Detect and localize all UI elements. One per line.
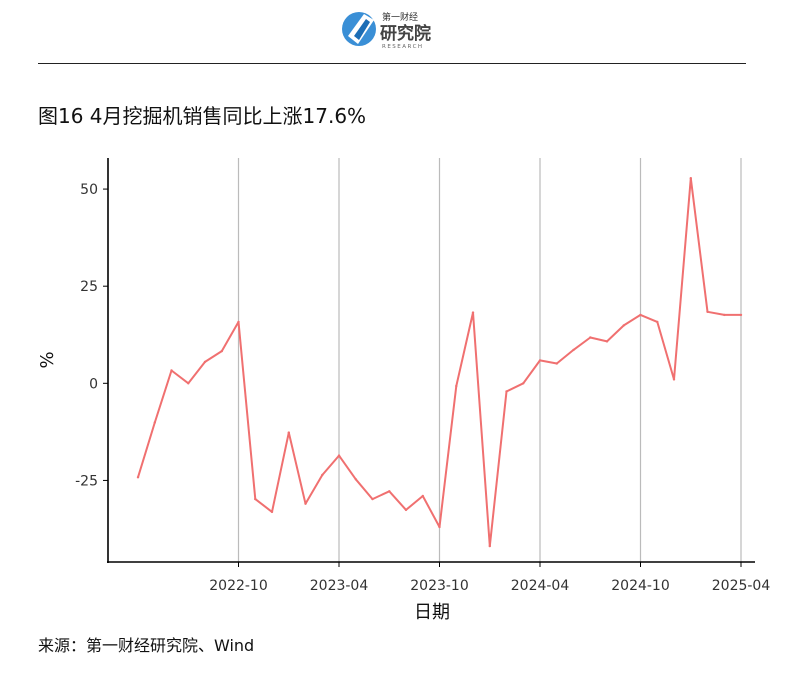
data-point-2024-08	[605, 340, 609, 343]
data-point-2024-03	[522, 382, 525, 385]
data-point-2023-11	[455, 384, 458, 388]
x-tick-label: 2022-10	[209, 578, 268, 594]
y-axis-ticks: 50 25 0 -25	[75, 182, 108, 489]
data-point-2024-07	[589, 336, 592, 339]
y-tick-label: 25	[80, 279, 98, 295]
brand-logo: 第一财经 研究院 RESEARCH	[340, 6, 450, 52]
data-point-2022-12	[270, 510, 274, 514]
data-point-2023-03	[321, 473, 324, 477]
data-point-2022-05	[153, 421, 156, 424]
data-point-2024-04	[538, 359, 542, 362]
y-tick-label: 0	[89, 376, 98, 392]
series-group	[136, 177, 743, 548]
data-point-2023-07	[388, 490, 391, 493]
data-point-2024-05	[555, 362, 558, 365]
header-rule	[38, 63, 746, 64]
data-point-2024-06	[572, 348, 575, 352]
x-axis-title: 日期	[414, 602, 450, 623]
x-tick-label: 2023-04	[310, 578, 369, 594]
data-point-2024-02	[505, 390, 508, 393]
x-tick-label: 2024-04	[511, 578, 570, 594]
data-point-2023-12	[471, 311, 475, 314]
data-point-2024-01	[488, 544, 491, 548]
source-note: 来源：第一财经研究院、Wind	[38, 636, 255, 655]
data-point-2023-04	[337, 454, 341, 457]
data-point-2022-04	[136, 476, 140, 479]
x-tick-label: 2025-04	[712, 578, 771, 594]
data-point-2022-09	[220, 349, 223, 353]
data-point-2025-03	[723, 313, 726, 317]
logo-line1: 第一财经	[382, 11, 418, 23]
x-axis-ticks: 2022-10 2023-04 2023-10 2024-04 2024-10 2025-…	[209, 562, 770, 594]
grid-lines	[237, 158, 742, 562]
y-tick-label: -25	[75, 473, 98, 489]
data-point-2022-11	[254, 497, 257, 501]
data-point-2022-06	[170, 369, 173, 372]
data-point-2023-06	[371, 497, 374, 501]
logo-line2: 研究院	[380, 23, 431, 44]
x-tick-label: 2023-10	[410, 578, 469, 594]
data-point-2023-01	[287, 431, 290, 434]
data-point-2023-10	[438, 525, 441, 529]
y-tick-label: 50	[80, 182, 98, 198]
data-point-2025-01	[689, 177, 692, 180]
data-point-2023-08	[404, 508, 408, 512]
data-point-2022-07	[187, 382, 190, 385]
data-point-2025-04	[739, 313, 743, 317]
data-point-2023-02	[304, 502, 307, 505]
x-tick-label: 2024-10	[611, 578, 670, 594]
data-point-2022-10	[237, 320, 240, 324]
logo-line3: RESEARCH	[382, 44, 424, 50]
y-axis-title: %	[37, 351, 58, 368]
data-point-2024-09	[622, 324, 625, 327]
data-point-2025-02	[706, 310, 709, 313]
data-point-2024-10	[639, 313, 642, 317]
axes	[107, 158, 755, 563]
data-point-2022-08	[203, 360, 207, 364]
logo-emblem-accent	[354, 19, 370, 40]
data-point-2023-09	[421, 494, 424, 498]
chart-title: 图16 4月挖掘机销售同比上涨17.6%	[38, 104, 367, 128]
data-point-2024-11	[656, 320, 659, 324]
data-point-2023-05	[354, 478, 357, 481]
data-point-2024-12	[672, 378, 676, 381]
